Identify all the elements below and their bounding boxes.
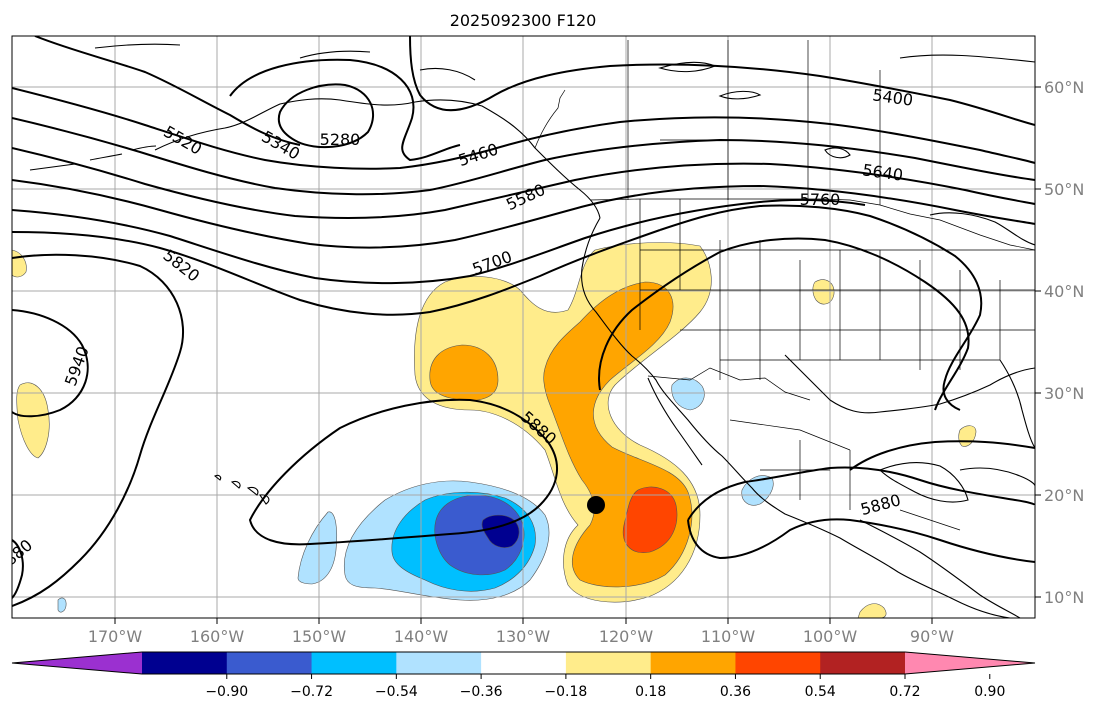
colorbar-segment [226,652,313,674]
colorbar-segment [650,652,736,674]
figure-title: 2025092300 F120 [450,11,597,30]
mexico-states [729,419,961,531]
us-canada-border [589,198,1035,251]
contour-5400-east [409,36,1035,126]
contour-5820 [12,253,185,607]
negative-anomaly-tiny [57,597,67,613]
negative-anomaly-mexico [741,475,774,506]
colorbar-tick-label: −0.90 [205,684,248,700]
contour-5880-west [12,539,24,599]
lon-label: 100°W [803,627,858,646]
lat-label: 40°N [1044,282,1084,301]
cuba [959,467,1035,487]
colorbar-extend-high [905,652,1035,674]
contour-5880-east [687,466,1035,521]
colorbar-tick-label: −0.18 [544,684,587,700]
positive-anomaly-small-west [16,382,50,459]
axis-ticks [114,86,1041,624]
gulf-coast [784,354,1035,414]
contour-5640 [12,179,1035,249]
lat-label: 30°N [1044,384,1084,403]
negative-anomaly-west-blob [297,511,338,585]
contour-5880-gulf [849,440,1035,471]
lat-label: 10°N [1044,588,1084,607]
graticule [12,36,1035,618]
contour-5580 [12,147,1035,219]
us-west-coast [581,217,1011,618]
lon-label: 90°W [910,627,954,646]
political-borders [534,40,1035,531]
colorbar-segment [142,652,228,674]
colorbar-segment [820,652,906,674]
hudson-bay-islands [824,147,1035,246]
colorbar: −0.90 −0.72 −0.54 −0.36 −0.18 0.18 0.36 0.54 0.7… [11,651,1036,700]
contour-5280 [277,83,374,149]
contour-5520 [12,117,1035,196]
colorbar-tick-label: −0.72 [290,684,333,700]
lon-label: 160°W [190,627,245,646]
contour-5400-west [34,36,301,146]
hawaii [213,474,270,505]
lat-label: 20°N [1044,486,1084,505]
lat-label: 60°N [1044,78,1084,97]
canada-provinces [627,40,881,205]
alaska-canada-border [534,89,566,149]
colorbar-segment [735,652,821,674]
alaska-north [94,43,476,81]
contour-5700 [12,198,866,285]
lon-label: 130°W [496,627,551,646]
alaska-coast [154,98,601,219]
latitude-labels: 60°N 50°N 40°N 30°N 20°N 10°N [1044,78,1084,607]
yucatan [879,461,969,503]
height-contours [12,36,1035,607]
positive-anomaly-red-orange [622,486,678,553]
colorbar-tick-label: 0.90 [974,684,1005,700]
coastlines [29,43,1035,618]
lon-label: 150°W [292,627,347,646]
colorbar-tick-label: 0.54 [805,684,836,700]
contour-5760 [12,229,661,316]
longitude-labels: 170°W 160°W 150°W 140°W 130°W 120°W 110°… [88,627,954,646]
contour-label-5280: 5280 [320,130,361,149]
central-america [859,519,1021,618]
positive-anomaly-small-texas [812,279,835,305]
negative-anomaly-baja [671,377,705,411]
negative-anomaly-fills [57,377,774,613]
contour-5820-ridge [598,237,970,411]
colorbar-outline [11,651,1036,675]
colorbar-segment [311,652,397,674]
contour-5760-ridge [659,204,983,411]
contour-5880-main [248,398,559,546]
colorbar-tick-label: 0.36 [720,684,751,700]
colorbar-segment [565,652,652,674]
us-mexico-border [647,367,811,401]
contour-5940 [12,309,89,418]
contour-5340 [229,58,461,162]
colorbar-tick-label: −0.54 [375,684,418,700]
lon-label: 170°W [88,627,143,646]
colorbar-extend-low [12,652,142,674]
lon-label: 110°W [701,627,756,646]
colorbar-tick-label: −0.36 [460,684,503,700]
lon-label: 120°W [599,627,654,646]
us-states [639,199,1035,380]
contour-label-5760: 5760 [800,190,841,209]
lat-label: 50°N [1044,180,1084,199]
colorbar-segment [481,652,567,674]
colorbar-tick-label: 0.72 [889,684,920,700]
contour-5880-east-lower [687,518,1035,563]
baja-california [647,377,703,466]
florida [999,359,1035,449]
map-area: 5280 5340 5400 5460 5520 5580 5640 5700 … [12,36,1035,618]
contour-5460 [12,87,1035,170]
colorbar-tick-label: 0.18 [635,684,666,700]
storm-center-marker [587,496,605,514]
colorbar-segment [396,652,482,674]
lon-label: 140°W [394,627,449,646]
